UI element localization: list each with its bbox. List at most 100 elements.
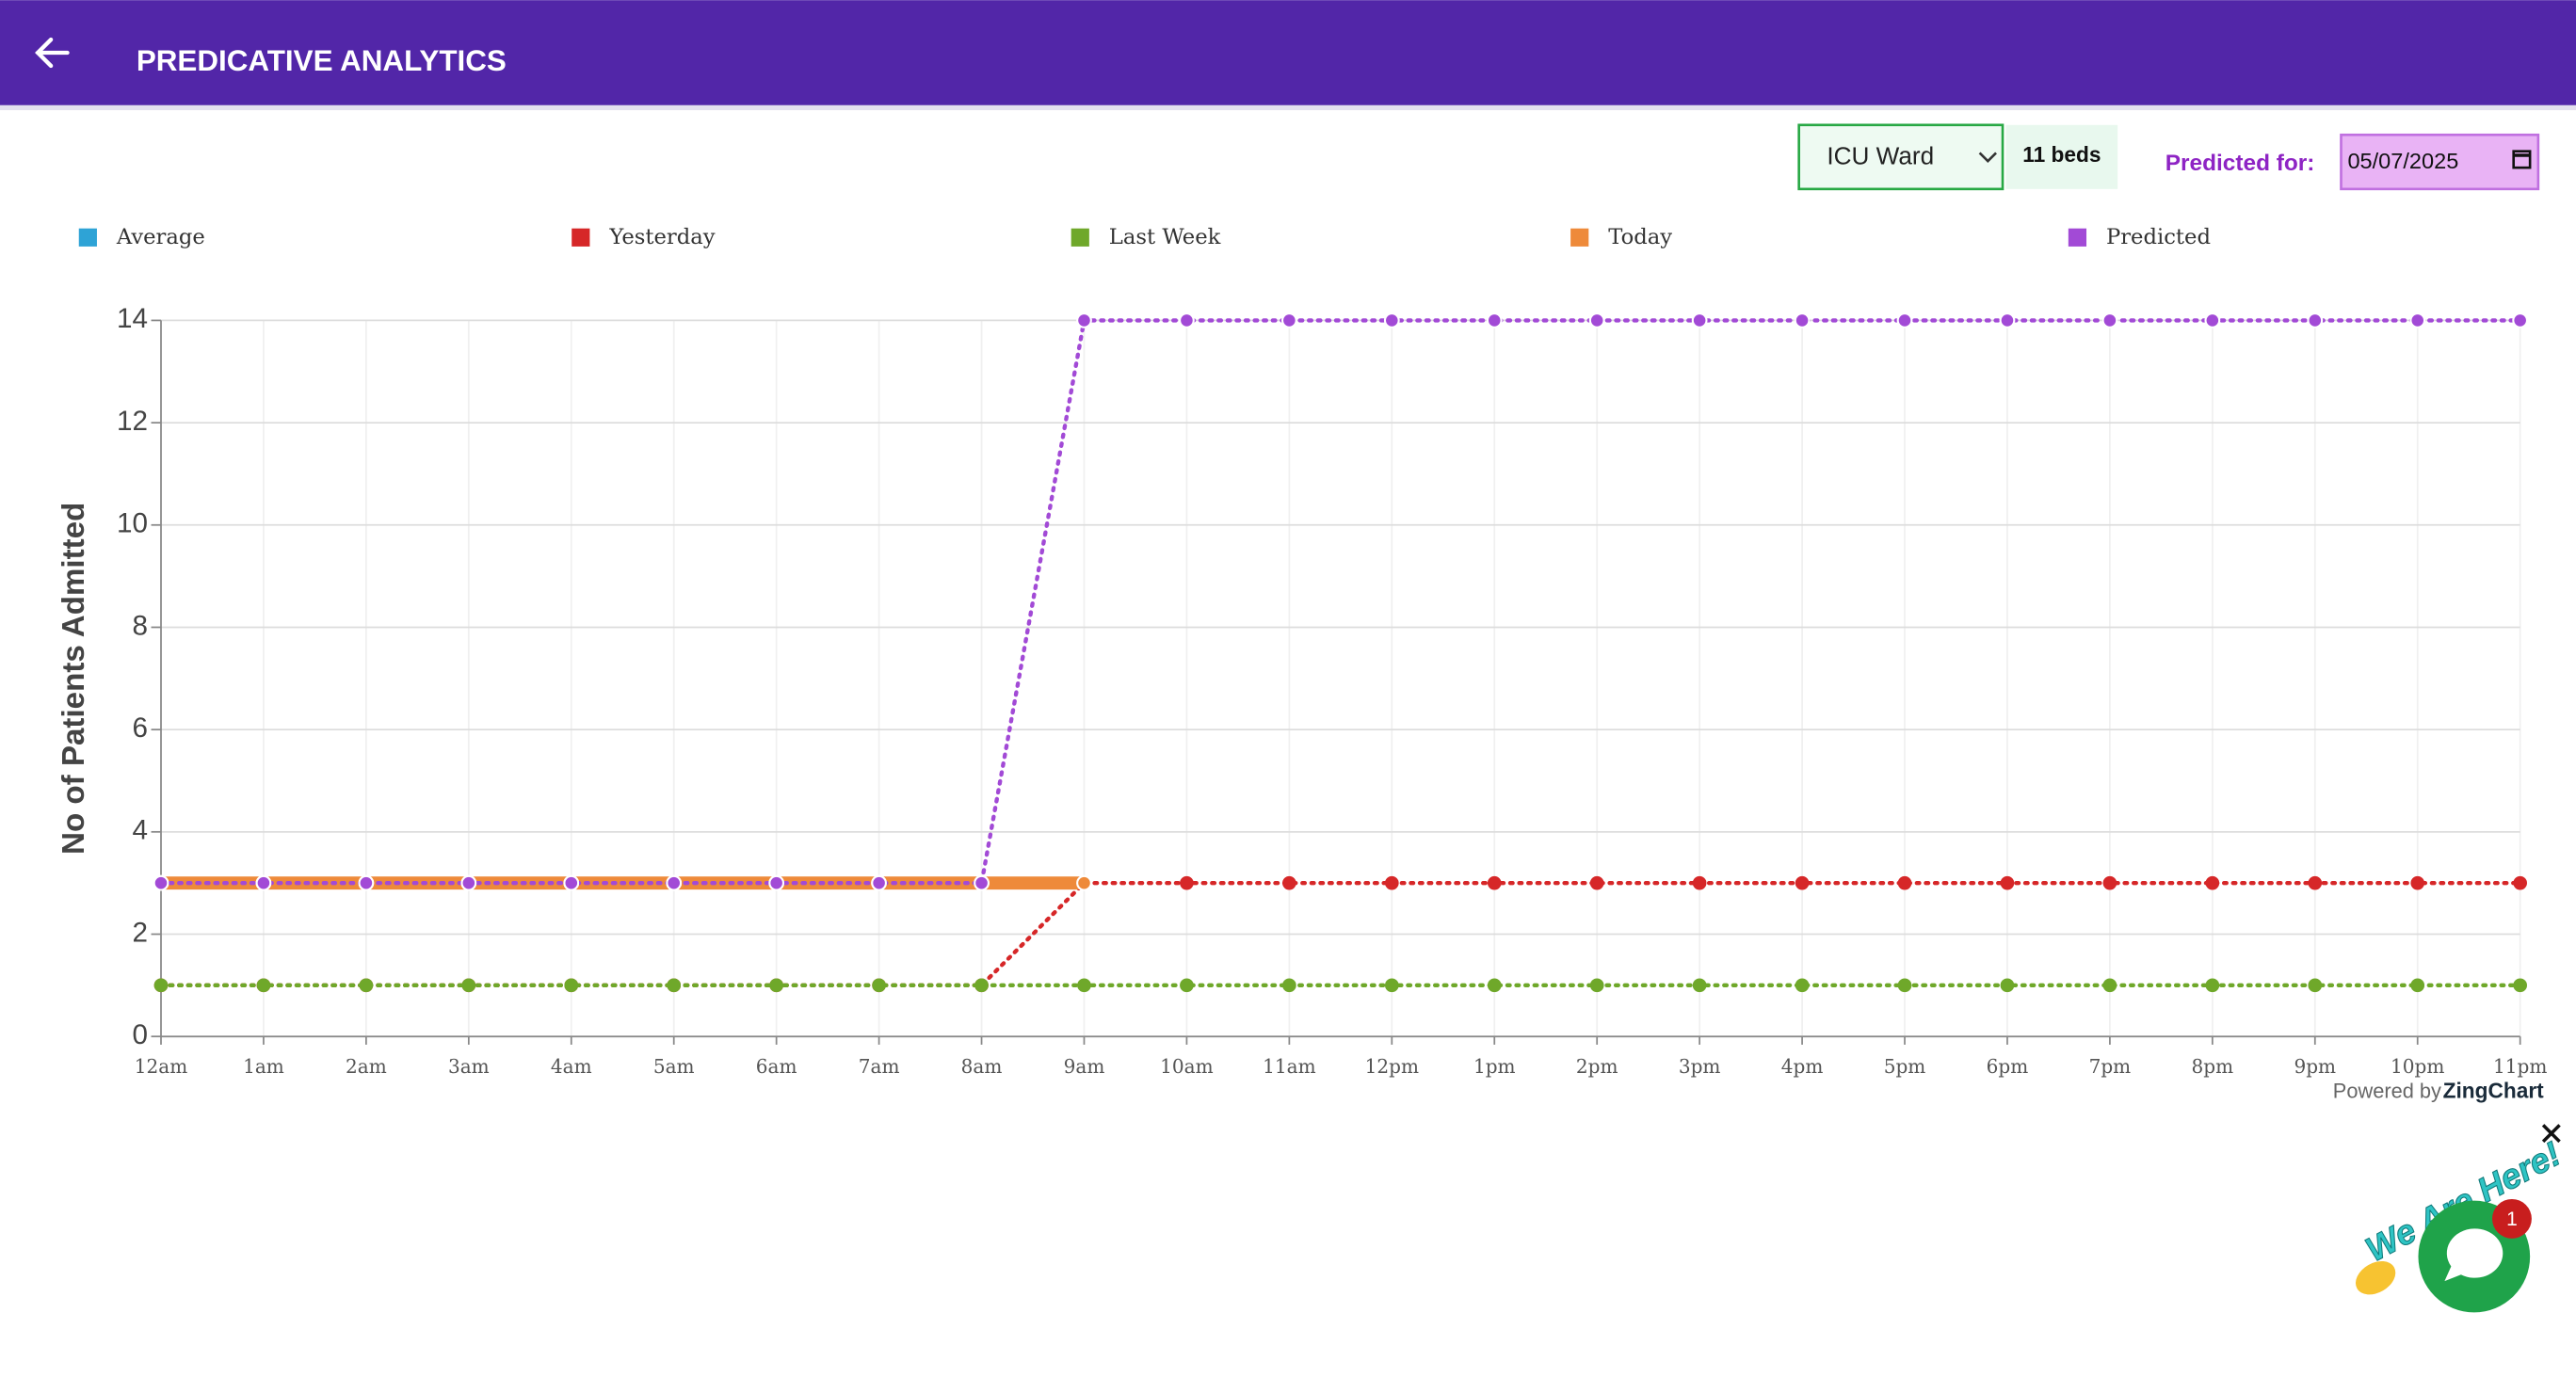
- legend-label: Today: [1608, 225, 1672, 249]
- x-tick-label: 6pm: [1987, 1055, 2029, 1078]
- series-point: [153, 874, 169, 891]
- series-point: [1795, 978, 1810, 993]
- x-tick-label: 8pm: [2192, 1055, 2234, 1078]
- series-point: [256, 978, 271, 993]
- series-point: [1795, 875, 1810, 890]
- legend-swatch: [1071, 228, 1089, 247]
- series-point: [1487, 978, 1502, 993]
- series-point: [1076, 874, 1092, 891]
- series-point: [1487, 875, 1502, 890]
- series-point: [255, 874, 272, 891]
- series-point: [2205, 875, 2220, 890]
- series-point: [2308, 875, 2323, 890]
- series-point: [1589, 875, 1604, 890]
- series-point: [1280, 312, 1297, 328]
- series-point: [1076, 312, 1092, 328]
- series-line: [158, 880, 2522, 988]
- series-point: [974, 978, 989, 993]
- x-tick-label: 9am: [1064, 1055, 1105, 1078]
- legend-swatch: [572, 228, 590, 247]
- series-point: [872, 978, 886, 993]
- app-bar: [0, 0, 2576, 105]
- series-point: [1486, 312, 1503, 328]
- series-point: [1691, 312, 1708, 328]
- beds-badge: [2005, 124, 2118, 189]
- series-point: [460, 874, 477, 891]
- chart: Average Yesterday Last Week Today Predicted 0…: [56, 225, 2547, 1078]
- series-point: [1383, 312, 1400, 328]
- date-input[interactable]: 05/07/2025: [2340, 133, 2540, 191]
- series-point: [1897, 875, 1912, 890]
- wave-icon: [2355, 1260, 2396, 1295]
- series-point: [1589, 978, 1604, 993]
- series-point: [1999, 312, 2016, 328]
- ward-select[interactable]: ICU Ward: [1797, 123, 2004, 191]
- series-point: [1282, 978, 1296, 993]
- series-point: [153, 978, 169, 993]
- chat-button[interactable]: 1: [2418, 1198, 2532, 1313]
- predicted-label: Predicted for:: [2165, 151, 2315, 176]
- series-point: [1692, 978, 1707, 993]
- series-point: [2513, 978, 2528, 993]
- x-tick-label: 3am: [448, 1055, 490, 1078]
- series-point: [2205, 978, 2220, 993]
- x-tick-label: 5am: [653, 1055, 695, 1078]
- series-point: [2000, 978, 2015, 993]
- y-tick-label: 12: [117, 406, 148, 437]
- series-point: [1180, 875, 1194, 890]
- x-tick-label: 8am: [961, 1055, 1003, 1078]
- beds-text: 11 beds: [2022, 142, 2101, 167]
- x-tick-label: 2pm: [1576, 1055, 1618, 1078]
- series-point: [2410, 875, 2425, 890]
- legend-label: Average: [116, 225, 205, 249]
- date-value: 05/07/2025: [2347, 149, 2458, 173]
- series-point: [2410, 978, 2425, 993]
- y-tick-label: 8: [133, 610, 149, 641]
- series-point: [2102, 978, 2117, 993]
- series-point: [358, 874, 375, 891]
- series-point: [2409, 312, 2426, 328]
- legend-label: Last Week: [1109, 225, 1221, 249]
- chat-badge: 1: [2506, 1209, 2518, 1230]
- x-tick-label: 9pm: [2294, 1055, 2336, 1078]
- series-point: [1692, 875, 1707, 890]
- x-tick-label: 4am: [551, 1055, 592, 1078]
- x-tick-label: 3pm: [1679, 1055, 1721, 1078]
- series-point: [2513, 875, 2528, 890]
- series-point: [2307, 312, 2324, 328]
- series-point: [1897, 978, 1912, 993]
- powered-by: Powered by: [2333, 1079, 2441, 1102]
- y-tick-label: 4: [133, 815, 149, 846]
- page-title: PREDICATIVE ANALYTICS: [137, 44, 507, 77]
- x-tick-label: 5pm: [1884, 1055, 1926, 1078]
- close-widget[interactable]: [2541, 1124, 2561, 1144]
- series-point: [2204, 312, 2221, 328]
- y-tick-label: 0: [133, 1019, 149, 1050]
- x-tick-label: 10pm: [2391, 1055, 2444, 1078]
- x-tick-label: 4pm: [1781, 1055, 1824, 1078]
- x-tick-label: 7pm: [2089, 1055, 2132, 1078]
- x-tick-label: 11pm: [2493, 1055, 2547, 1078]
- x-tick-label: 7am: [859, 1055, 900, 1078]
- legend-label: Predicted: [2106, 225, 2211, 249]
- series-point: [2000, 875, 2015, 890]
- series-point: [563, 874, 580, 891]
- x-tick-label: 1pm: [1473, 1055, 1516, 1078]
- powered-brand: ZingChart: [2443, 1079, 2544, 1103]
- series-point: [1384, 978, 1399, 993]
- series-point: [1384, 875, 1399, 890]
- back-button[interactable]: [35, 37, 70, 69]
- series-point: [1077, 978, 1091, 993]
- y-tick-label: 6: [133, 713, 149, 744]
- series-point: [1180, 978, 1194, 993]
- series-point: [2308, 978, 2323, 993]
- x-tick-label: 1am: [243, 1055, 284, 1078]
- series-point: [768, 874, 785, 891]
- y-axis-label: No of Patients Admitted: [56, 503, 91, 855]
- legend-swatch: [2068, 228, 2087, 247]
- app-bar-shadow: [0, 104, 2576, 111]
- series-point: [1588, 312, 1605, 328]
- legend-label: Yesterday: [608, 225, 715, 249]
